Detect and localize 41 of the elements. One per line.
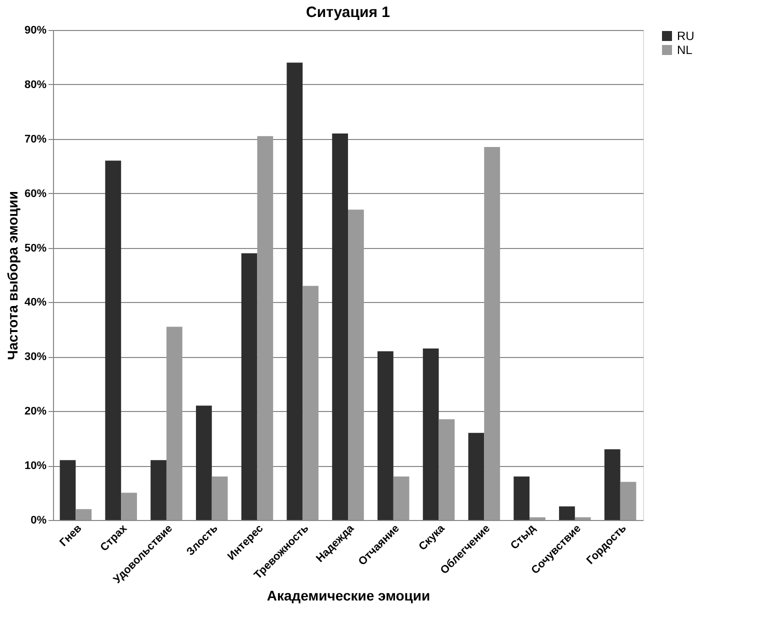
bar [76,509,92,520]
bar [286,62,303,520]
bar [484,147,500,520]
y-tick-label: 50% [24,242,47,254]
bar [393,476,410,520]
y-tick-label: 40% [24,296,47,309]
bar [166,326,182,520]
bar [348,210,364,520]
y-tick-label: 0% [30,514,47,526]
legend-label: NL [677,43,693,57]
x-axis-title: Академические эмоции [266,587,430,604]
y-tick-label: 10% [24,460,47,472]
bar [60,460,76,520]
y-tick-label: 20% [24,406,47,418]
bar [257,136,274,520]
bar [196,406,212,520]
bar [514,476,530,520]
bar [241,253,258,520]
bar [422,348,439,520]
bar [620,482,636,520]
y-axis-title: Частота выбора эмоции [4,191,20,360]
bar [468,432,484,520]
y-tick-label: 70% [24,133,47,146]
y-tick-label: 30% [24,351,47,364]
y-tick-label: 80% [24,78,47,91]
legend-label: RU [677,29,694,43]
bar [302,286,318,520]
chart-title: Ситуация 1 [306,4,390,21]
bar [150,460,166,520]
bar [332,133,348,520]
bar [559,506,575,520]
bar [604,449,620,520]
bar [530,517,546,520]
bar [438,419,455,520]
bar [121,492,137,520]
bar [378,351,394,520]
bar [212,476,228,520]
y-tick-label: 60% [24,188,47,200]
bar [574,517,591,520]
y-tick-label: 90% [24,24,47,36]
bar [105,160,122,520]
